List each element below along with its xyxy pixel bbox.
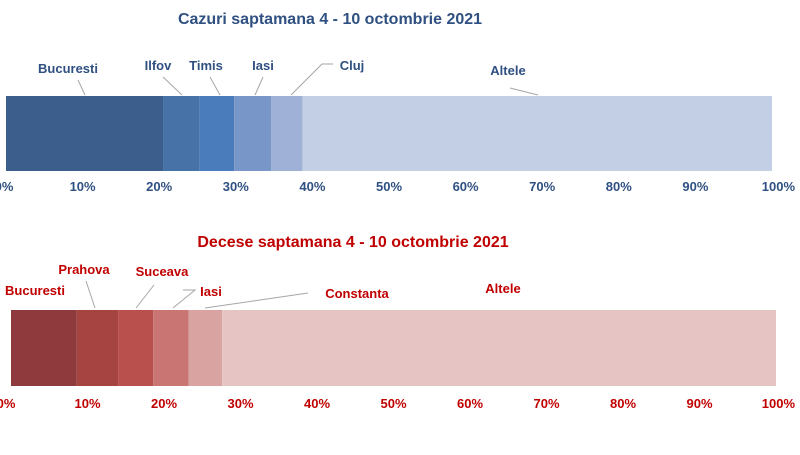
bar-segment-prahova [76,310,119,386]
tick-label: 10% [74,396,100,411]
tick-label: 60% [457,396,483,411]
segment-label-timis: Timis [189,58,223,73]
leader-line-cluj [290,63,333,96]
bar-segment-ilfov [163,96,200,171]
bar-segment-bucuresti [11,310,77,386]
tick-label: 0% [0,179,14,194]
tick-label: 60% [453,179,479,194]
leader-line-iasi [172,289,197,309]
tick-label: 20% [151,396,177,411]
tick-label: 20% [146,179,172,194]
segment-label-bucuresti: Bucuresti [38,61,98,76]
segment-label-bucuresti: Bucuresti [5,283,65,298]
leader-line-suceava [135,284,155,309]
leader-line-iasi [254,76,264,96]
tick-label: 40% [299,179,325,194]
segment-label-iasi: Iasi [252,58,274,73]
segment-label-iasi: Iasi [200,284,222,299]
bar-segment-altele [222,310,776,386]
segment-label-altele: Altele [490,63,525,78]
tick-label: 30% [223,179,249,194]
tick-label: 100% [762,179,796,194]
tick-label: 30% [227,396,253,411]
bar-segment-suceava [118,310,154,386]
bar-segment-altele [302,96,772,171]
leader-line-ilfov [162,76,183,96]
bar-segment-iasi [153,310,189,386]
tick-label: 100% [762,396,796,411]
tick-label: 0% [0,396,16,411]
segment-label-prahova: Prahova [58,262,110,277]
bar-segment-cluj [271,96,303,171]
bar-segment-constanta [188,310,223,386]
chart-1: Cazuri saptamana 4 - 10 octombrie 2021 Bu… [0,11,795,194]
leader-line-bucuresti [77,79,86,96]
bar-segment-iasi [234,96,272,171]
chart-title: Decese saptamana 4 - 10 octombrie 2021 [197,234,508,251]
bar-segment-timis [199,96,235,171]
chart-title: Cazuri saptamana 4 - 10 octombrie 2021 [178,11,482,28]
tick-label: 10% [70,179,96,194]
chart-2: Decese saptamana 4 - 10 octombrie 2021 Bu… [0,234,795,411]
leader-line-constanta [204,292,309,309]
tick-label: 50% [380,396,406,411]
leader-line-altele [509,87,539,96]
tick-label: 90% [686,396,712,411]
tick-label: 70% [533,396,559,411]
segment-label-ilfov: Ilfov [145,58,172,73]
bar-segment-bucuresti [6,96,164,171]
leader-line-prahova [85,280,96,309]
tick-label: 50% [376,179,402,194]
segment-label-constanta: Constanta [325,286,389,301]
tick-label: 80% [606,179,632,194]
leader-line-timis [209,76,221,96]
tick-label: 70% [529,179,555,194]
tick-label: 90% [682,179,708,194]
segment-label-altele: Altele [485,281,520,296]
segment-label-cluj: Cluj [340,58,365,73]
tick-label: 80% [610,396,636,411]
tick-label: 40% [304,396,330,411]
segment-label-suceava: Suceava [136,264,190,279]
